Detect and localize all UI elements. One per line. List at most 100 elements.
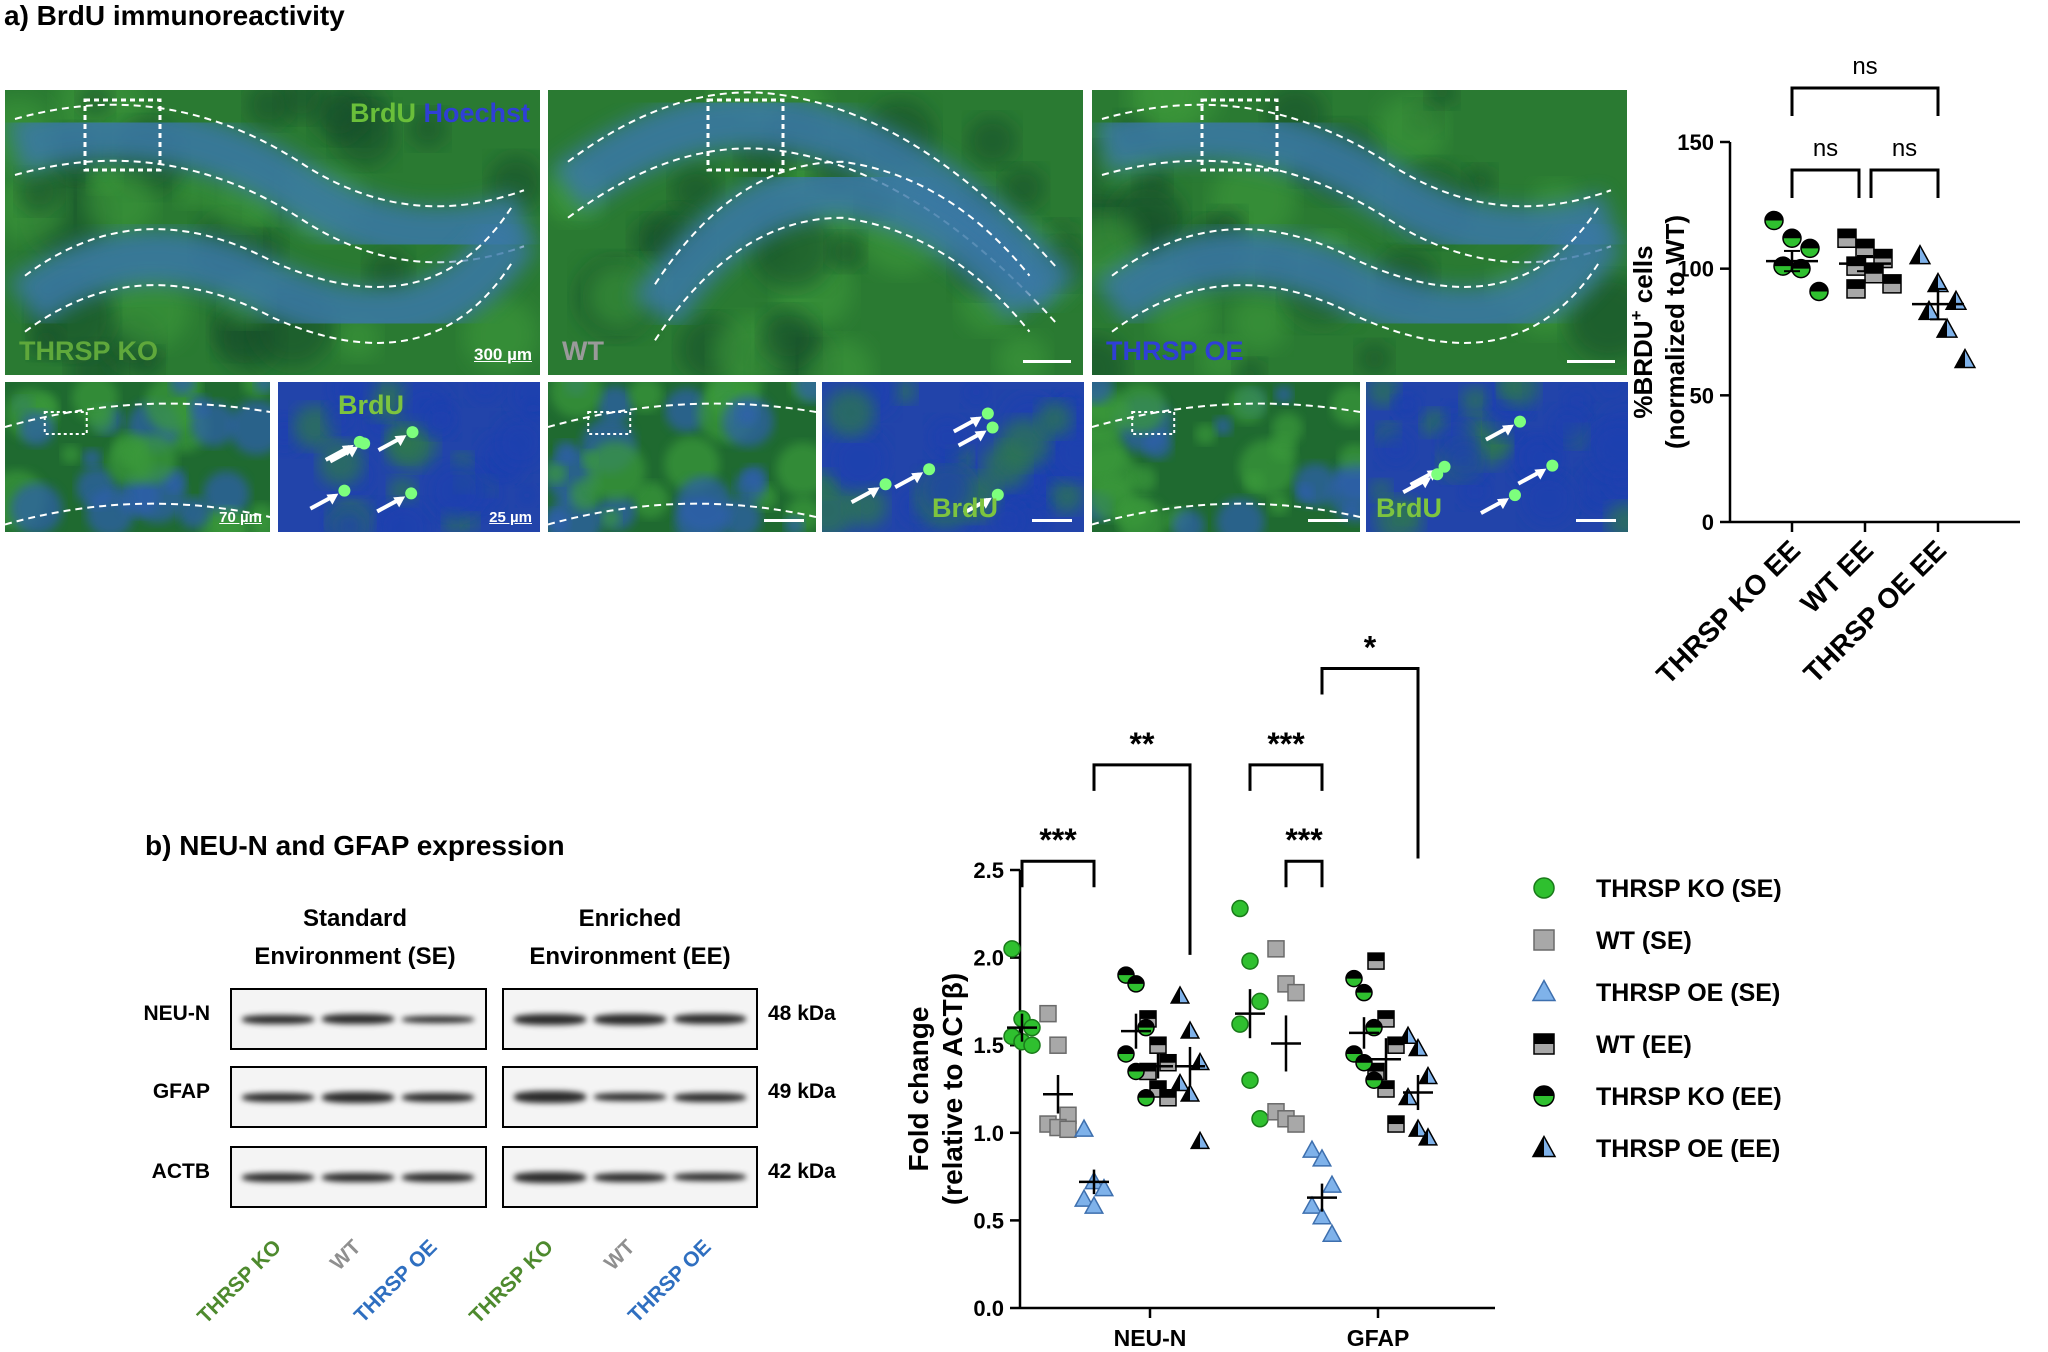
data-point (1367, 952, 1385, 970)
texture-blob (88, 160, 121, 193)
dashed-outline (1101, 159, 1612, 264)
texture-blob (1194, 423, 1216, 445)
texture-blob (1036, 401, 1073, 438)
granule-layer (7, 105, 534, 262)
texture-blob (628, 382, 663, 412)
texture-blob (1442, 400, 1464, 422)
texture-blob (1375, 496, 1423, 532)
marker-square (1287, 983, 1305, 1002)
significance-label: ns (1852, 53, 1877, 80)
scale-bar (1308, 519, 1348, 522)
data-point (1417, 1065, 1439, 1085)
legend-marker (1533, 877, 1555, 899)
marker-half (1883, 274, 1901, 284)
data-point (1169, 1072, 1191, 1092)
texture-blob (1499, 382, 1540, 407)
protein-band (322, 1014, 394, 1024)
significance-label: * (1364, 630, 1377, 666)
marker-half (1388, 1037, 1404, 1046)
texture-blob (830, 431, 890, 490)
zoom-region-box (1131, 411, 1176, 435)
texture-blob (132, 347, 163, 375)
brdu-positive-cell (1546, 459, 1559, 472)
brdu-positive-cell (986, 421, 999, 434)
hippocampus-image-1: THRSP KO BrdU Hoechst 300 µm (5, 90, 540, 375)
zoom-drawing (822, 382, 1084, 532)
data-point (1137, 1089, 1155, 1107)
brdu-stain-label: BrdU (349, 98, 416, 128)
texture-blob (1443, 440, 1487, 483)
y-label-sup: + (1627, 310, 1646, 320)
arrow-head (393, 496, 406, 508)
texture-blob (1606, 503, 1628, 532)
marker-half (1955, 349, 1965, 368)
texture-blob (1049, 479, 1084, 514)
zoom-image-4: BrdU (822, 382, 1084, 532)
marker-triangle (1083, 1195, 1105, 1214)
y-tick-label: 0.5 (973, 1208, 1004, 1233)
marker-half (1388, 1116, 1404, 1125)
significance-bracket (1790, 168, 1861, 198)
zoom-drawing (1092, 382, 1360, 532)
protein-band (594, 1172, 666, 1182)
data-point (1159, 1053, 1177, 1072)
significance-bracket (1020, 859, 1096, 888)
marker-half (1865, 264, 1883, 274)
data-point (1908, 244, 1932, 265)
marker-triangle (1321, 1174, 1343, 1193)
texture-blob (61, 444, 81, 464)
texture-blob (1269, 433, 1297, 462)
dashed-outline (548, 502, 816, 526)
marker-half (1533, 1136, 1544, 1157)
texture-blob (250, 515, 270, 532)
protein-band (402, 1092, 474, 1102)
brdu-positive-cell (1513, 415, 1526, 428)
env-ee-label: Enriched Environment (EE) (500, 900, 760, 976)
significance-label: *** (1285, 822, 1323, 858)
texture-blob (516, 485, 538, 506)
marker-half (1150, 1081, 1166, 1089)
protein-band (322, 1172, 394, 1182)
marker-half (1534, 1034, 1554, 1044)
marker-half (1838, 229, 1856, 239)
brdu-positive-cell (406, 426, 419, 439)
marker-half (1534, 1086, 1554, 1096)
marker-square (1039, 1004, 1057, 1023)
texture-blob (127, 434, 177, 485)
texture-blob (760, 307, 817, 365)
texture-blob (734, 470, 766, 503)
marker-half (1140, 1063, 1156, 1072)
texture-blob (1244, 470, 1265, 492)
brdu-positive-cell (1438, 460, 1451, 473)
data-point (1023, 1036, 1041, 1054)
texture-blob (365, 249, 412, 296)
dashed-outline (654, 216, 1031, 341)
texture-blob (461, 513, 479, 531)
marker-circle (1231, 1015, 1249, 1033)
brdu-label: BrdU (1376, 493, 1442, 523)
data-point (1417, 1127, 1439, 1146)
data-point (1137, 1018, 1155, 1037)
data-point (1311, 1148, 1333, 1167)
marker-half (1419, 1128, 1428, 1145)
texture-blob (494, 416, 540, 469)
marker-half (1928, 273, 1938, 292)
significance-label: ns (1813, 135, 1838, 162)
protein-band (674, 1173, 746, 1181)
texture-blob (826, 232, 865, 271)
brdu-positive-cell (338, 484, 351, 497)
marker-half (1378, 1010, 1394, 1019)
texture-blob (1198, 338, 1243, 375)
stain-legend: BrdU Hoechst (350, 98, 530, 129)
data-point (1321, 1174, 1343, 1193)
texture-blob (926, 416, 969, 459)
texture-blob (108, 267, 191, 350)
lane-label: WT (600, 1235, 640, 1275)
data-point (1251, 992, 1269, 1011)
panel-a-title: a) BrdU immunoreactivity (4, 0, 345, 31)
texture-blob (188, 395, 211, 417)
protein-band (402, 1172, 474, 1182)
data-point (1917, 299, 1941, 321)
texture-blob (554, 440, 578, 464)
arrow-head (1496, 498, 1509, 510)
